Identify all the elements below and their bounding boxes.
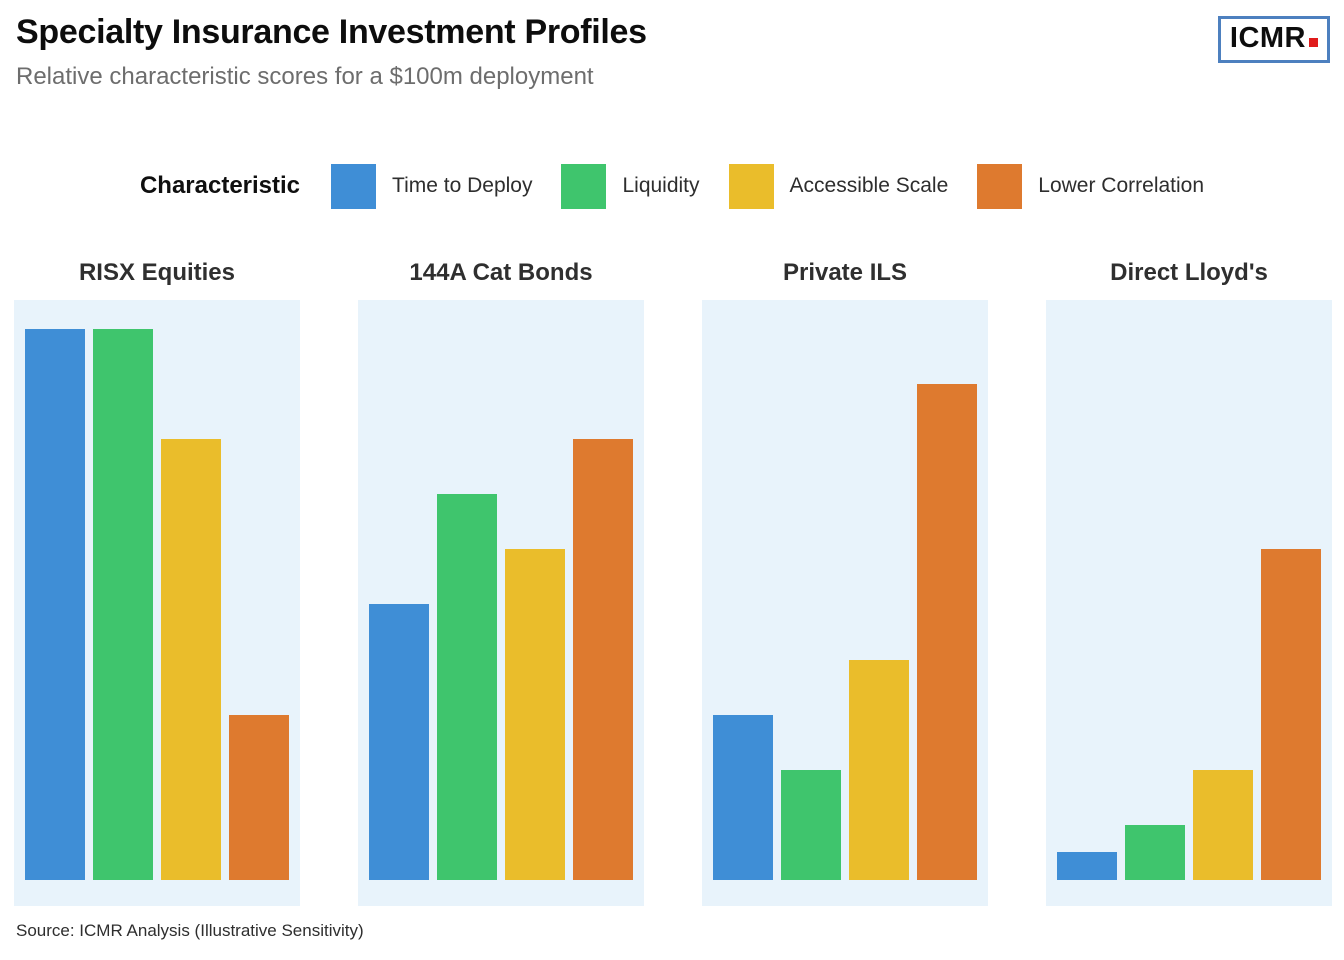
legend-label: Time to Deploy <box>392 174 533 198</box>
legend-swatch-icon <box>728 163 774 209</box>
bar <box>229 715 289 881</box>
facet-panel: Direct Lloyd's <box>1046 259 1332 907</box>
bar <box>505 549 565 881</box>
plot-area <box>1046 300 1332 907</box>
source-note: Source: ICMR Analysis (Illustrative Sens… <box>16 921 364 941</box>
plot-area <box>358 300 644 907</box>
icmr-logo-red-dot-icon <box>1309 38 1318 47</box>
bar <box>437 494 497 881</box>
bar <box>1261 549 1321 881</box>
legend-item: Liquidity <box>561 163 700 209</box>
bar <box>369 604 429 881</box>
facet-title: Private ILS <box>782 258 908 286</box>
legend-title: Characteristic <box>139 172 301 200</box>
facet-panels-row: RISX Equities 144A Cat Bonds Private ILS Di… <box>14 259 1332 907</box>
bar <box>713 715 773 881</box>
bar <box>93 329 153 881</box>
facet-panel: Private ILS <box>702 259 988 907</box>
bar <box>1125 825 1185 881</box>
legend-label: Accessible Scale <box>789 174 949 198</box>
bar <box>573 439 633 881</box>
bar <box>25 329 85 881</box>
legend-item: Accessible Scale <box>728 163 949 209</box>
legend-item: Lower Correlation <box>977 163 1205 209</box>
facet-title: 144A Cat Bonds <box>409 258 593 286</box>
page-title: Specialty Insurance Investment Profiles <box>16 13 647 51</box>
plot-area <box>14 300 300 907</box>
page-subtitle: Relative characteristic scores for a $10… <box>16 62 594 90</box>
plot-area <box>702 300 988 907</box>
facet-panel: 144A Cat Bonds <box>358 259 644 907</box>
bar <box>917 384 977 881</box>
bar <box>1193 770 1253 881</box>
legend: Characteristic Time to Deploy Liquidity Ac… <box>0 163 1344 209</box>
bar <box>1057 852 1117 881</box>
legend-swatch-icon <box>977 163 1023 209</box>
legend-label: Liquidity <box>622 174 700 198</box>
icmr-logo-text: ICMR <box>1229 22 1306 54</box>
bar <box>849 660 909 881</box>
facet-panel: RISX Equities <box>14 259 300 907</box>
legend-swatch-icon <box>331 163 377 209</box>
icmr-logo: ICMR <box>1217 16 1330 63</box>
facet-title: Direct Lloyd's <box>1110 258 1268 286</box>
facet-title: RISX Equities <box>78 258 236 286</box>
header: Specialty Insurance Investment Profiles … <box>0 0 1344 92</box>
legend-item: Time to Deploy <box>331 163 533 209</box>
legend-swatch-icon <box>561 163 607 209</box>
legend-label: Lower Correlation <box>1038 174 1205 198</box>
bar <box>161 439 221 881</box>
bar <box>781 770 841 881</box>
